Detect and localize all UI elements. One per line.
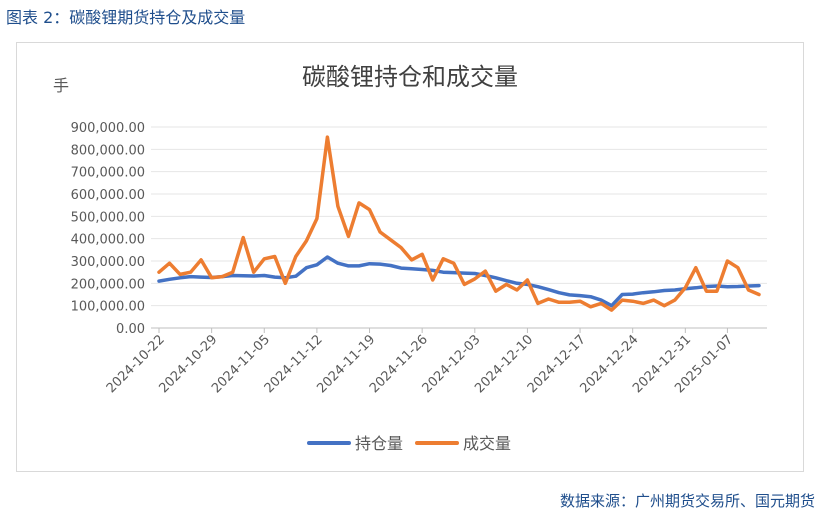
chart-title: 碳酸锂持仓和成交量 (302, 63, 518, 91)
lithium-carbonate-chart: 碳酸锂持仓和成交量 手 0.00 100,000.00 200,000.00 300,… (53, 63, 767, 453)
y-tick-label: 800,000.00 (71, 143, 145, 158)
x-tick-labels: 2024-10-222024-10-292024-11-052024-11-12… (104, 328, 736, 396)
y-tick-label: 200,000.00 (71, 277, 145, 292)
y-tick-label: 400,000.00 (71, 233, 145, 248)
volume-line (157, 135, 761, 312)
y-tick-label: 900,000.00 (71, 121, 145, 136)
y-tick-labels: 0.00 100,000.00 200,000.00 300,000.00 400,00… (71, 121, 145, 337)
chart-frame: 碳酸锂持仓和成交量 手 0.00 100,000.00 200,000.00 300,… (16, 42, 804, 472)
y-tick-label: 600,000.00 (71, 188, 145, 203)
open-interest-line (157, 255, 761, 308)
y-tick-label: 300,000.00 (71, 255, 145, 270)
y-tick-label: 700,000.00 (71, 166, 145, 181)
legend: 持仓量 成交量 (307, 434, 511, 453)
series-lines (157, 135, 761, 312)
source-note: 数据来源：广州期货交易所、国元期货 (559, 492, 815, 510)
figure-caption: 图表 2：碳酸锂期货持仓及成交量 (6, 8, 246, 27)
legend-label: 成交量 (463, 434, 511, 453)
legend-label: 持仓量 (355, 434, 403, 453)
y-tick-label: 0.00 (116, 322, 145, 337)
y-tick-label: 100,000.00 (71, 300, 145, 315)
gridlines (151, 126, 767, 329)
y-axis-unit-label: 手 (53, 76, 69, 95)
y-tick-label: 500,000.00 (71, 210, 145, 225)
